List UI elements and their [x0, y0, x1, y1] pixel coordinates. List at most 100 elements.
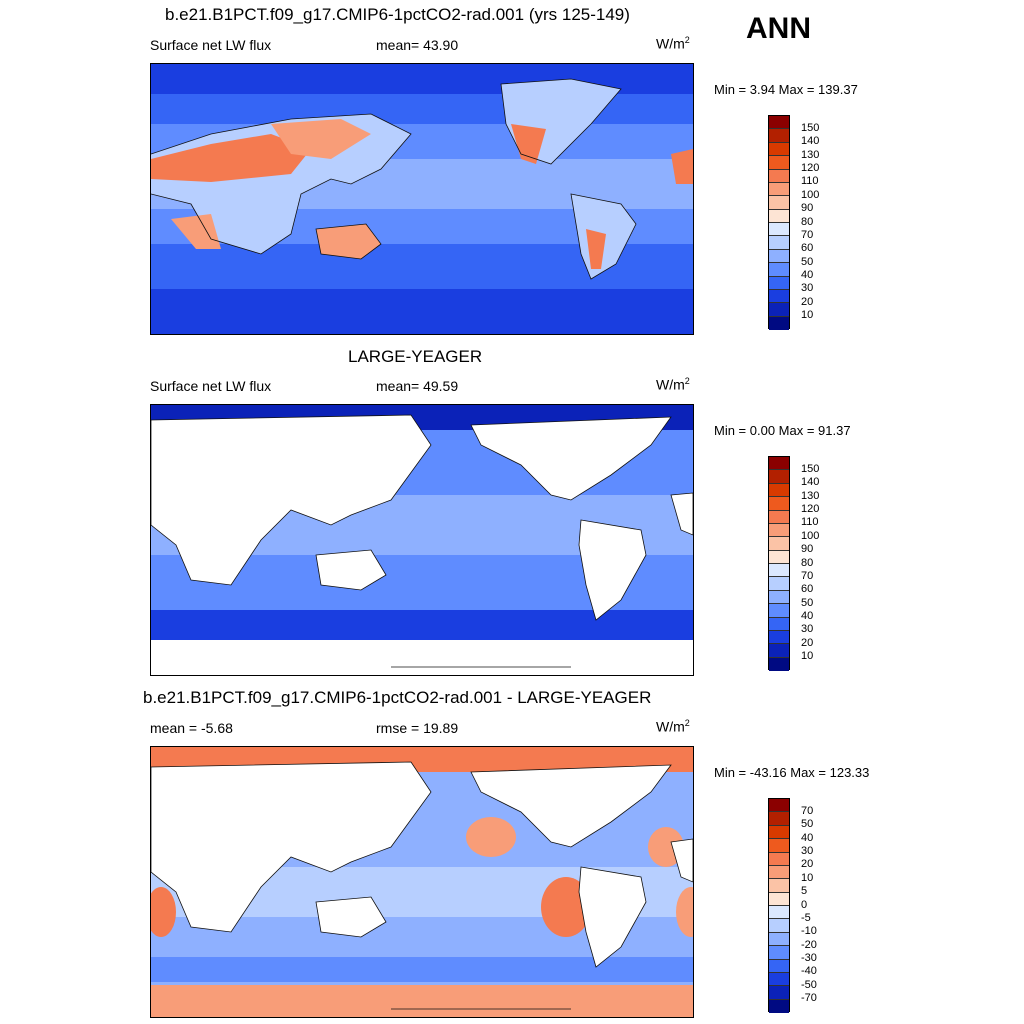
- colorbar-tick-label: -40: [801, 965, 817, 978]
- panel-3-units: W/m2: [656, 718, 690, 735]
- panel-1-title: b.e21.B1PCT.f09_g17.CMIP6-1pctCO2-rad.00…: [165, 5, 630, 24]
- colorbar-tick-label: 120: [801, 503, 820, 515]
- panel-2-colorbar: [768, 456, 790, 671]
- season-label: ANN: [746, 12, 811, 45]
- panel-1-minmax: Min = 3.94 Max = 139.37: [714, 82, 858, 97]
- colorbar-swatch: [769, 946, 789, 960]
- colorbar-swatch: [769, 209, 789, 223]
- colorbar-tick-label: 60: [801, 583, 814, 596]
- colorbar-tick-label: 70: [801, 569, 814, 582]
- panel-1-colorbar: [768, 115, 790, 330]
- colorbar-swatch: [769, 316, 789, 330]
- colorbar-swatch: [769, 223, 789, 237]
- colorbar-tick-label: 90: [801, 543, 814, 556]
- colorbar-swatch: [769, 142, 789, 157]
- colorbar-swatch: [769, 590, 789, 605]
- colorbar-swatch: [769, 249, 789, 264]
- colorbar-tick-label: 60: [801, 242, 814, 255]
- panel-3-rmse-label: rmse = 19.89: [376, 720, 459, 736]
- colorbar-tick-label: 50: [801, 818, 814, 831]
- colorbar-tick-label: 110: [801, 175, 819, 188]
- colorbar-tick-label: 110: [801, 516, 819, 529]
- colorbar-swatch: [769, 577, 789, 591]
- colorbar-swatch: [769, 825, 789, 840]
- colorbar-tick-label: 90: [801, 202, 814, 215]
- panel-1-map: [150, 63, 694, 335]
- colorbar-tick-label: 120: [801, 162, 820, 174]
- panel-3-title: b.e21.B1PCT.f09_g17.CMIP6-1pctCO2-rad.00…: [143, 688, 652, 707]
- panel-3-minmax: Min = -43.16 Max = 123.33: [714, 765, 870, 780]
- colorbar-swatch: [769, 564, 789, 578]
- colorbar-swatch: [769, 892, 789, 906]
- colorbar-swatch: [769, 182, 789, 197]
- colorbar-swatch: [769, 986, 789, 1000]
- colorbar-swatch: [769, 852, 789, 866]
- colorbar-swatch: [769, 156, 789, 170]
- colorbar-swatch: [769, 799, 789, 813]
- panel-2-map: [150, 404, 694, 676]
- colorbar-swatch: [769, 523, 789, 538]
- colorbar-tick-label: -70: [801, 992, 817, 1005]
- panel-3-mean-label: mean = -5.68: [150, 720, 233, 736]
- colorbar-swatch: [769, 116, 789, 130]
- panel-1-units: W/m2: [656, 35, 690, 52]
- colorbar-tick-label: 70: [801, 804, 814, 817]
- colorbar-tick-label: 130: [801, 489, 820, 502]
- panel-2-title: LARGE-YEAGER: [348, 347, 483, 366]
- colorbar-tick-label: 20: [801, 295, 814, 308]
- panel-3-map: [150, 746, 694, 1018]
- colorbar-swatch: [769, 129, 789, 143]
- panel-1-mean-label: mean= 43.90: [376, 37, 459, 53]
- colorbar-tick-label: -20: [801, 938, 817, 951]
- colorbar-tick-label: 140: [801, 135, 820, 148]
- colorbar-tick-label: -10: [801, 925, 817, 938]
- panel-3-colorbar: [768, 798, 790, 1013]
- colorbar-tick-label: 100: [801, 188, 820, 201]
- colorbar-swatch: [769, 550, 789, 564]
- colorbar-tick-label: 20: [801, 858, 814, 871]
- colorbar-tick-label: 40: [801, 269, 814, 281]
- colorbar-swatch: [769, 169, 789, 183]
- colorbar-tick-label: 5: [801, 885, 808, 898]
- colorbar-tick-label: 40: [801, 831, 814, 844]
- colorbar-swatch: [769, 303, 789, 317]
- colorbar-tick-label: 40: [801, 610, 814, 622]
- colorbar-swatch: [769, 537, 789, 551]
- colorbar-tick-label: -5: [801, 911, 811, 924]
- colorbar-swatch: [769, 919, 789, 933]
- colorbar-swatch: [769, 236, 789, 250]
- colorbar-tick-label: 10: [801, 871, 814, 884]
- colorbar-tick-label: 30: [801, 282, 814, 295]
- colorbar-swatch: [769, 289, 789, 304]
- colorbar-tick-label: 50: [801, 596, 814, 609]
- colorbar-tick-label: 30: [801, 623, 814, 636]
- panel-2-variable-label: Surface net LW flux: [150, 378, 272, 394]
- panel-2-units: W/m2: [656, 376, 690, 393]
- colorbar-tick-label: 100: [801, 529, 820, 542]
- colorbar-swatch: [769, 604, 789, 618]
- colorbar-tick-label: -50: [801, 978, 817, 991]
- colorbar-swatch: [769, 644, 789, 658]
- colorbar-swatch: [769, 263, 789, 277]
- colorbar-tick-label: 140: [801, 476, 820, 489]
- colorbar-tick-label: 10: [801, 309, 814, 322]
- panel-2-mean-label: mean= 49.59: [376, 378, 459, 394]
- colorbar-tick-label: 80: [801, 556, 814, 569]
- colorbar-swatch: [769, 812, 789, 826]
- colorbar-swatch: [769, 457, 789, 471]
- colorbar-swatch: [769, 999, 789, 1013]
- colorbar-tick-label: 50: [801, 255, 814, 268]
- colorbar-tick-label: 80: [801, 215, 814, 228]
- colorbar-tick-label: 0: [801, 898, 808, 911]
- panel-2-minmax: Min = 0.00 Max = 91.37: [714, 423, 851, 438]
- colorbar-swatch: [769, 470, 789, 484]
- colorbar-swatch: [769, 497, 789, 511]
- colorbar-tick-label: 150: [801, 121, 820, 134]
- colorbar-swatch: [769, 510, 789, 524]
- colorbar-swatch: [769, 630, 789, 645]
- colorbar-tick-label: 130: [801, 148, 820, 161]
- colorbar-swatch: [769, 972, 789, 987]
- colorbar-tick-label: 150: [801, 462, 820, 475]
- colorbar-tick-label: 30: [801, 845, 814, 857]
- colorbar-swatch: [769, 483, 789, 498]
